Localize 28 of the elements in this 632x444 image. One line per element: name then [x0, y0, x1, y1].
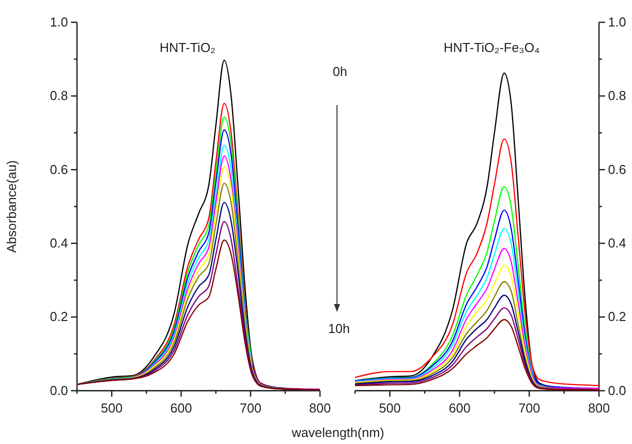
y-tick-label: 0.2: [608, 309, 626, 324]
y-axis-title: Absorbance(au): [4, 160, 19, 253]
y-tick-label: 1.0: [50, 14, 68, 30]
y-tick-label: 0.0: [608, 382, 626, 398]
x-tick-label: 500: [379, 400, 401, 416]
y-tick-label: 0.8: [608, 88, 626, 104]
x-tick-label: 500: [100, 400, 123, 416]
y-tick-label: 0.2: [50, 309, 68, 324]
line-series: [132, 155, 321, 390]
x-tick-label: 600: [170, 400, 192, 416]
text: HNT-TiO₂: [160, 40, 216, 55]
y-tick-label: 1.0: [608, 14, 626, 30]
y-tick-label: 0.6: [608, 162, 626, 177]
x-tick-label: 800: [588, 400, 610, 416]
text: 10h: [328, 321, 350, 336]
text: 0h: [332, 64, 348, 79]
x-tick-label: 800: [309, 400, 331, 416]
y-tick-label: 0.8: [50, 88, 68, 104]
x-tick-label: 600: [448, 400, 470, 416]
line-series: [354, 138, 600, 386]
x-axis-title: wavelength(nm): [290, 425, 384, 440]
x-tick-label: 700: [240, 400, 262, 416]
y-tick-label: 0.6: [50, 162, 68, 177]
text: HNT-TiO₂-Fe₃O₄: [444, 40, 540, 55]
y-tick-label: 0.4: [608, 236, 626, 250]
y-tick-label: 0.0: [50, 382, 68, 398]
x-tick-label: 700: [518, 400, 540, 416]
y-tick-label: 0.4: [50, 236, 68, 250]
